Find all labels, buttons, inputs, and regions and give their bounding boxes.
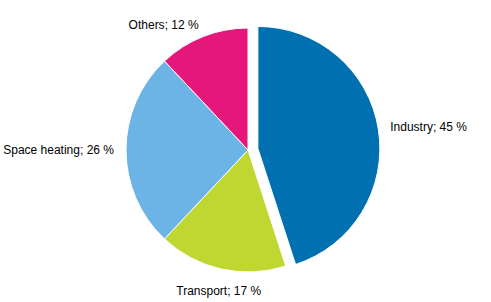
slices [126,26,380,272]
pie-slice [258,26,380,264]
category-label: Space heating [3,143,80,157]
data-label: Space heating; 26 % [3,143,114,157]
value-label: ; 12 % [165,18,199,32]
data-label: Others; 12 % [129,18,199,32]
category-label: Others [129,18,165,32]
pie-slice [164,28,248,150]
category-label: Transport [176,284,228,298]
value-label: ; 26 % [80,143,114,157]
data-labels: Industry; 45 % Transport; 17 % Space heati… [3,18,467,297]
value-label: ; 45 % [433,120,467,134]
pie-chart: Industry; 45 % Transport; 17 % Space heati… [0,0,491,302]
value-label: ; 17 % [227,284,261,298]
data-label: Transport; 17 % [176,284,261,298]
chart-container: Industry; 45 % Transport; 17 % Space heati… [0,0,491,302]
data-label: Industry; 45 % [390,120,467,134]
category-label: Industry [390,120,433,134]
